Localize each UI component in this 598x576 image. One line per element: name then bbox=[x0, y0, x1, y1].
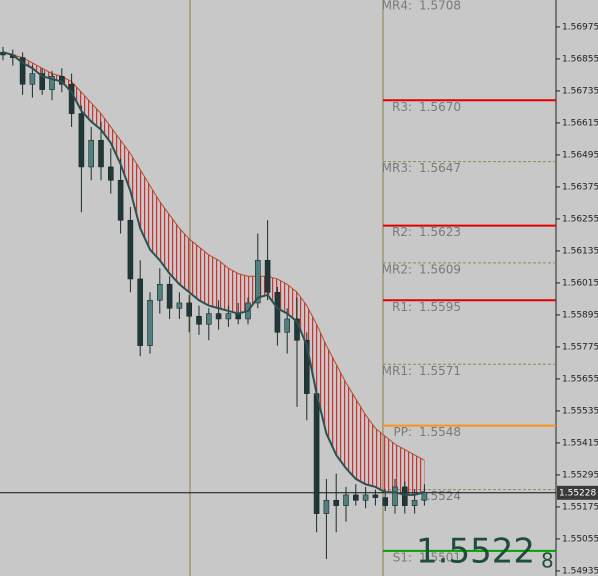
ma-line bbox=[2, 51, 425, 496]
candle-body bbox=[98, 139, 104, 168]
pivot-value: 1.5670 bbox=[419, 100, 461, 114]
candle-body bbox=[284, 318, 291, 333]
pivot-value: 1.5548 bbox=[419, 425, 461, 439]
y-tick-label: 1.55655 bbox=[562, 374, 598, 384]
y-tick-label: 1.55295 bbox=[562, 470, 598, 480]
y-tick-label: 1.55775 bbox=[562, 342, 598, 352]
candle-body bbox=[176, 302, 183, 309]
y-tick-label: 1.56375 bbox=[562, 182, 598, 192]
y-tick-label: 1.56135 bbox=[562, 246, 598, 256]
bid-main: 1.5522 bbox=[416, 532, 535, 572]
candle-body bbox=[274, 291, 281, 333]
pivot-name: MR2: bbox=[382, 262, 412, 276]
candle-body bbox=[88, 139, 94, 168]
upper-line bbox=[2, 51, 425, 461]
y-tick-label: 1.55175 bbox=[562, 502, 598, 512]
candle-body bbox=[323, 499, 330, 514]
candle-body bbox=[362, 494, 369, 501]
pivot-name: PP: bbox=[393, 425, 412, 439]
current-price-label: 1.55228 bbox=[559, 488, 596, 498]
pivot-name: R3: bbox=[392, 100, 412, 114]
envelope-band bbox=[3, 52, 425, 495]
y-tick-label: 1.55895 bbox=[562, 310, 598, 320]
y-tick-label: 1.56975 bbox=[562, 22, 598, 32]
candle-body bbox=[411, 499, 418, 506]
candle-body bbox=[186, 302, 192, 317]
pivot-value: 1.5501 bbox=[419, 550, 461, 564]
candle-body bbox=[225, 313, 232, 320]
candle-body bbox=[313, 393, 320, 514]
candle-body bbox=[39, 73, 46, 90]
bid-last-digit: 8 bbox=[541, 549, 554, 573]
candle-body bbox=[68, 83, 75, 114]
candle-body bbox=[303, 339, 310, 394]
candle-body bbox=[19, 57, 26, 85]
candle-body bbox=[372, 494, 379, 498]
pivot-value: 1.5571 bbox=[419, 364, 461, 378]
candle-body bbox=[157, 283, 163, 301]
candle-body bbox=[49, 75, 55, 90]
y-tick-label: 1.56495 bbox=[562, 150, 598, 160]
candle-body bbox=[117, 179, 124, 221]
pivot-name: MR1: bbox=[382, 364, 412, 378]
pivot-name: MR4: bbox=[382, 0, 412, 13]
pivot-name: MR3: bbox=[382, 161, 412, 175]
y-tick-label: 1.56615 bbox=[562, 118, 598, 128]
candle-body bbox=[333, 499, 340, 506]
y-tick-label: 1.55535 bbox=[562, 406, 598, 416]
pivot-value: 1.5609 bbox=[419, 262, 461, 276]
y-tick-label: 1.56255 bbox=[562, 214, 598, 224]
candle-body bbox=[137, 278, 143, 346]
y-tick-label: 1.56015 bbox=[562, 278, 598, 288]
pivot-value: 1.5595 bbox=[419, 300, 461, 314]
candle-body bbox=[78, 113, 85, 168]
y-tick-label: 1.55415 bbox=[562, 438, 598, 448]
candle-body bbox=[108, 166, 114, 181]
candle-body bbox=[127, 219, 134, 280]
y-tick-label: 1.55055 bbox=[562, 534, 598, 544]
y-tick-label: 1.56855 bbox=[562, 54, 598, 64]
y-tick-label: 1.56735 bbox=[562, 86, 598, 96]
pivot-name: S1: bbox=[393, 550, 412, 564]
candle-body bbox=[147, 299, 153, 346]
candle-body bbox=[215, 313, 222, 320]
candle-body bbox=[382, 497, 389, 506]
candle-body bbox=[343, 494, 349, 506]
candle-body bbox=[392, 486, 398, 506]
y-tick-label: 1.54935 bbox=[562, 566, 598, 576]
current-price-box bbox=[557, 485, 598, 500]
pivot-value: 1.5708 bbox=[419, 0, 461, 13]
candle-body bbox=[196, 315, 202, 325]
candle-body bbox=[255, 259, 261, 304]
pivot-name: R1: bbox=[392, 300, 412, 314]
candle-body bbox=[401, 486, 408, 506]
candle-body bbox=[29, 73, 36, 85]
candle-body bbox=[206, 313, 212, 325]
candle-body bbox=[166, 283, 173, 309]
pivot-value: 1.5623 bbox=[419, 225, 461, 239]
candle-body bbox=[264, 259, 271, 293]
candle-body bbox=[352, 494, 359, 501]
pivot-value: 1.5647 bbox=[419, 161, 461, 175]
pivot-name: R2: bbox=[392, 225, 412, 239]
